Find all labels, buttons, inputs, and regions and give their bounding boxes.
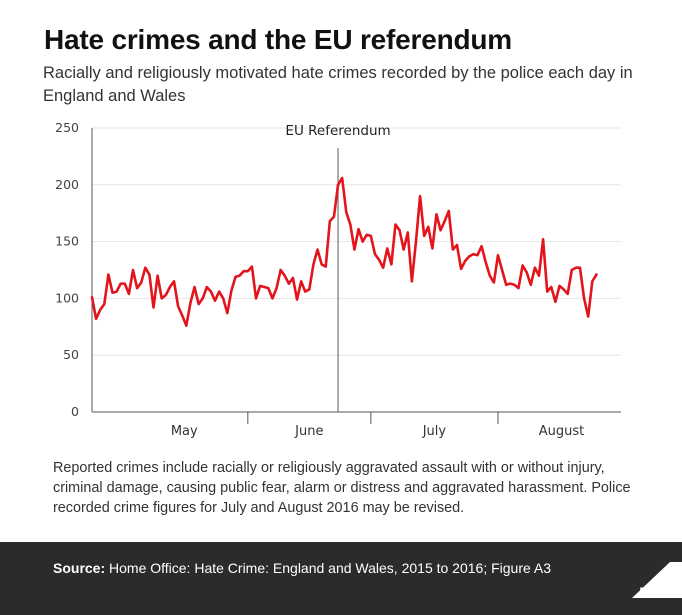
chart-title: Hate crimes and the EU referendum — [44, 24, 512, 55]
source-line: Source: Home Office: Hate Crime: England… — [53, 560, 551, 576]
y-tick-label-150: 150 — [55, 234, 79, 249]
x-month-label-may: May — [171, 424, 198, 439]
full-fact-logo-icon — [632, 562, 682, 598]
y-tick-label-100: 100 — [55, 290, 79, 305]
y-tick-label-0: 0 — [71, 404, 79, 419]
full-fact-logo: Full Fact — [602, 562, 682, 598]
chart-subtitle: Racially and religiously motivated hate … — [43, 64, 633, 105]
chart-footnote: Reported crimes include racially or reli… — [53, 460, 631, 516]
hate-crimes-line-chart: 0 50 100 150 200 250 May June July August EU Refe… — [55, 120, 621, 439]
x-month-label-july: July — [422, 424, 447, 439]
footer-bar: Source: Home Office: Hate Crime: England… — [0, 542, 682, 615]
y-tick-label-250: 250 — [55, 120, 79, 135]
x-month-label-june: June — [294, 424, 323, 439]
source-text: Home Office: Hate Crime: England and Wal… — [105, 560, 552, 576]
full-fact-logo-text: Full Fact — [639, 586, 682, 598]
y-tick-label-200: 200 — [55, 177, 79, 192]
y-tick-label-50: 50 — [63, 347, 79, 362]
source-label: Source: — [53, 560, 106, 576]
series-line-0 — [90, 176, 598, 327]
referendum-label: EU Referendum — [285, 123, 390, 139]
x-month-label-august: August — [539, 424, 585, 439]
